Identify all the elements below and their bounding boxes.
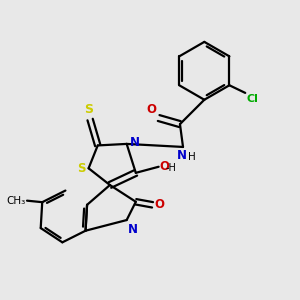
Text: -H: -H <box>165 163 176 173</box>
Text: O: O <box>154 198 164 211</box>
Text: O: O <box>146 103 156 116</box>
Text: CH₃: CH₃ <box>6 196 26 206</box>
Text: Cl: Cl <box>246 94 258 104</box>
Text: O: O <box>160 160 170 172</box>
Text: N: N <box>176 149 187 162</box>
Text: S: S <box>77 162 86 175</box>
Text: S: S <box>84 103 93 116</box>
Text: H: H <box>188 152 196 161</box>
Text: N: N <box>128 223 138 236</box>
Text: N: N <box>130 136 140 149</box>
